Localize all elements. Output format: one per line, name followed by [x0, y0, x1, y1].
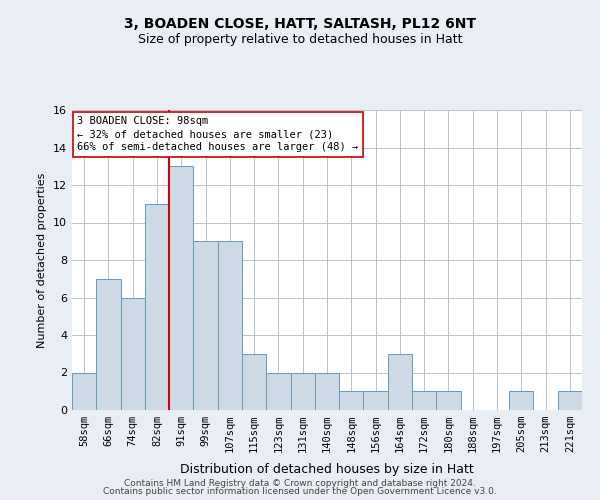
Bar	[145, 204, 169, 410]
Bar	[72, 372, 96, 410]
Bar	[193, 242, 218, 410]
Bar	[242, 354, 266, 410]
Bar	[339, 391, 364, 410]
Bar	[364, 391, 388, 410]
Text: Size of property relative to detached houses in Hatt: Size of property relative to detached ho…	[138, 32, 462, 46]
Bar	[412, 391, 436, 410]
Text: 3 BOADEN CLOSE: 98sqm
← 32% of detached houses are smaller (23)
66% of semi-deta: 3 BOADEN CLOSE: 98sqm ← 32% of detached …	[77, 116, 358, 152]
Bar	[509, 391, 533, 410]
Bar	[169, 166, 193, 410]
Text: Contains public sector information licensed under the Open Government Licence v3: Contains public sector information licen…	[103, 487, 497, 496]
Bar	[218, 242, 242, 410]
Bar	[436, 391, 461, 410]
X-axis label: Distribution of detached houses by size in Hatt: Distribution of detached houses by size …	[180, 464, 474, 476]
Bar	[558, 391, 582, 410]
Bar	[290, 372, 315, 410]
Bar	[388, 354, 412, 410]
Y-axis label: Number of detached properties: Number of detached properties	[37, 172, 47, 348]
Bar	[121, 298, 145, 410]
Bar	[96, 279, 121, 410]
Text: 3, BOADEN CLOSE, HATT, SALTASH, PL12 6NT: 3, BOADEN CLOSE, HATT, SALTASH, PL12 6NT	[124, 18, 476, 32]
Text: Contains HM Land Registry data © Crown copyright and database right 2024.: Contains HM Land Registry data © Crown c…	[124, 478, 476, 488]
Bar	[315, 372, 339, 410]
Bar	[266, 372, 290, 410]
